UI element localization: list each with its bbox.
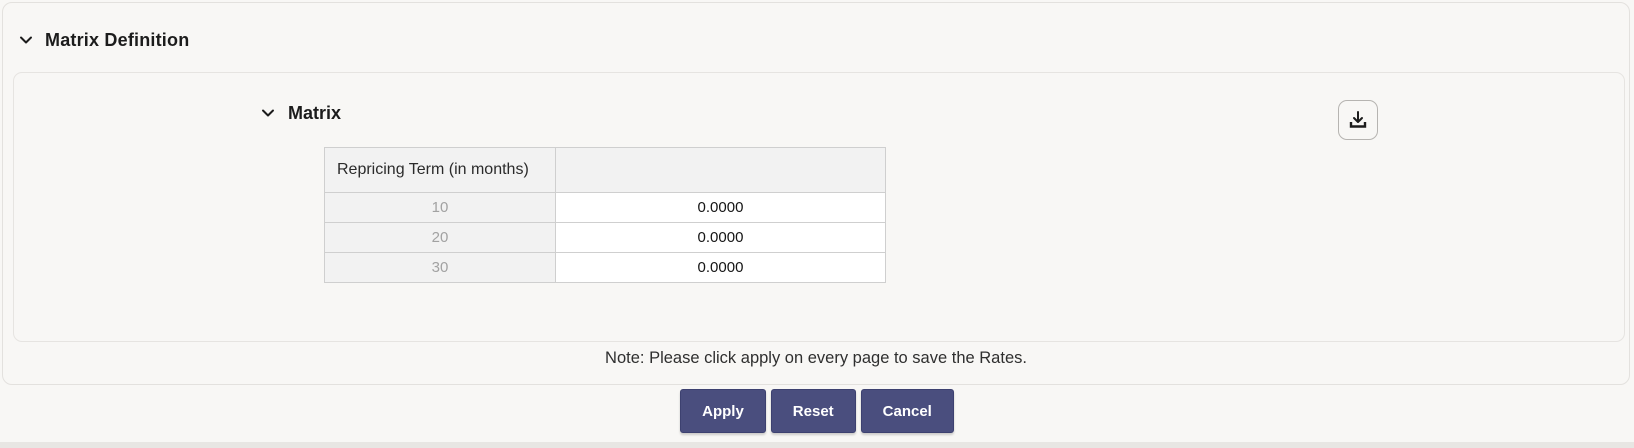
- matrix-definition-card: Matrix Definition Matrix: [2, 2, 1630, 385]
- rate-value-cell[interactable]: 0.0000: [555, 222, 886, 253]
- cancel-button[interactable]: Cancel: [860, 389, 954, 433]
- matrix-definition-header: Matrix Definition: [18, 28, 189, 52]
- note-text: Note: Please click apply on every page t…: [605, 349, 1027, 367]
- bottom-divider-strip: [0, 442, 1634, 448]
- apply-button[interactable]: Apply: [680, 389, 766, 433]
- chevron-down-icon: [260, 105, 276, 121]
- action-button-row: Apply Reset Cancel: [0, 389, 1634, 433]
- download-icon: [1348, 110, 1368, 130]
- table-header-row: Repricing Term (in months): [324, 147, 886, 193]
- matrix-subsection-header: Matrix: [260, 101, 341, 125]
- value-column-header: [555, 147, 886, 193]
- table-row: 30 0.0000: [324, 252, 886, 283]
- repricing-term-column-header: Repricing Term (in months): [324, 147, 556, 193]
- repricing-matrix-table: Repricing Term (in months) 10 0.0000 20 …: [324, 147, 886, 283]
- term-cell: 20: [324, 222, 556, 253]
- term-cell: 30: [324, 252, 556, 283]
- matrix-definition-collapse-toggle[interactable]: [18, 32, 34, 48]
- reset-button[interactable]: Reset: [770, 389, 856, 433]
- rate-value-cell[interactable]: 0.0000: [555, 192, 886, 223]
- matrix-title: Matrix: [288, 102, 342, 123]
- table-row: 20 0.0000: [324, 222, 886, 253]
- section-title: Matrix Definition: [45, 29, 190, 50]
- chevron-down-icon: [18, 32, 34, 48]
- matrix-collapse-toggle[interactable]: [260, 105, 276, 121]
- rate-value-cell[interactable]: 0.0000: [555, 252, 886, 283]
- term-cell: 10: [324, 192, 556, 223]
- download-button[interactable]: [1338, 100, 1378, 140]
- table-row: 10 0.0000: [324, 192, 886, 223]
- matrix-panel: Matrix Repricing Term (in months): [13, 72, 1625, 342]
